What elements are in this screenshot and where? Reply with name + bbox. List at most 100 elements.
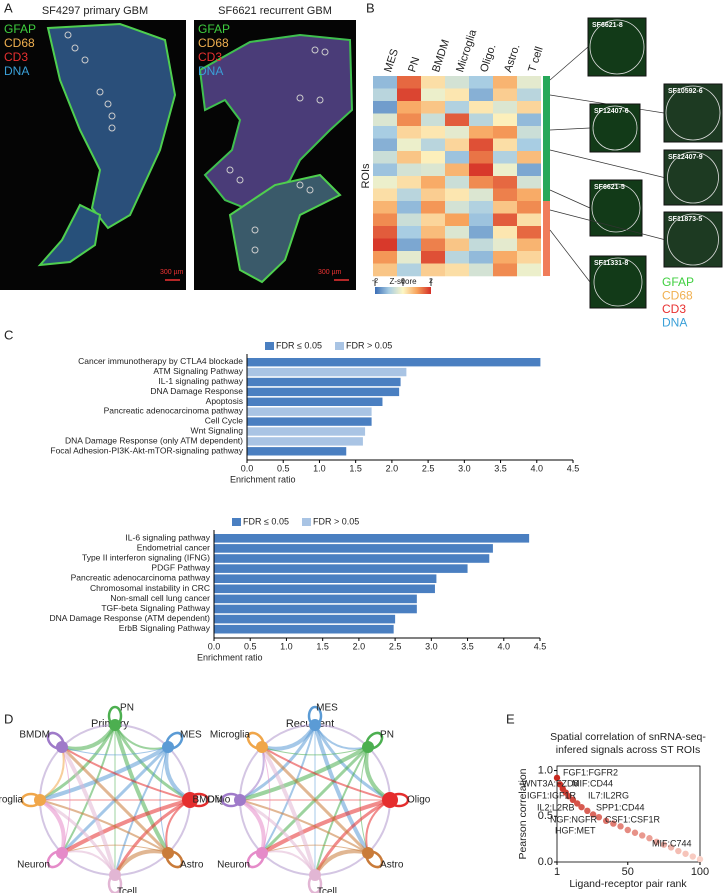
heatmap-cell [517, 201, 541, 214]
legend-swatch [232, 518, 241, 526]
colorbar [375, 287, 431, 294]
annotation: FGF1:FGFR2 [563, 767, 618, 777]
heatmap-cell [373, 188, 397, 202]
heatmap-cell [469, 176, 493, 189]
heatmap-cell [421, 188, 445, 202]
heatmap-cell [373, 163, 397, 177]
point [617, 823, 624, 830]
heatmap-cell [397, 151, 421, 164]
bar [214, 594, 417, 604]
bar [214, 534, 530, 543]
x-tick-label: 0.5 [277, 463, 290, 473]
network-edge [114, 746, 169, 876]
network-edge [314, 746, 369, 876]
inset-label: SF11331-8 [594, 260, 628, 267]
heatmap-cell [469, 88, 493, 102]
category-label: Cancer immunotherapy by CTLA4 blockade [78, 356, 243, 366]
channel-label: GFAP [198, 22, 230, 36]
heatmap-cell [373, 251, 397, 264]
heatmap-cell [445, 213, 469, 227]
x-axis-label: Enrichment ratio [197, 652, 263, 662]
network-node [255, 740, 268, 753]
x-tick-label: 3.5 [461, 641, 474, 651]
network-edge [261, 746, 369, 756]
x-tick-label: 2.0 [353, 641, 366, 651]
point [689, 853, 696, 860]
column-label: PN [406, 56, 422, 74]
bar [247, 447, 347, 456]
network-node [55, 847, 68, 860]
heatmap-cell [517, 151, 541, 164]
heatmap-cell [373, 138, 397, 152]
panel-label: D [4, 711, 13, 726]
heatmap-cell [397, 251, 421, 264]
inset-roi [665, 85, 721, 141]
inset-label: SF12407-9 [668, 154, 703, 161]
heatmap-cell [517, 76, 541, 89]
bar [214, 564, 468, 573]
connector [549, 209, 665, 240]
point [696, 856, 704, 863]
heatmap-cell [493, 263, 517, 277]
heatmap-cell [397, 126, 421, 139]
colorbar-tick-label: 0 [401, 278, 405, 285]
node-label: Oligo [407, 795, 431, 806]
network-edge [260, 798, 391, 855]
heatmap-cell [493, 138, 517, 152]
bar [214, 574, 437, 583]
bar [247, 397, 383, 406]
category-label: ATM Signaling Pathway [153, 366, 243, 376]
node-label: BMDM [19, 730, 50, 741]
heatmap-cell [421, 113, 445, 127]
heatmap-cell [397, 76, 421, 89]
heatmap-cell [445, 251, 469, 264]
heatmap-cell [373, 226, 397, 239]
heatmap-cell [469, 251, 493, 264]
category-label: IL-1 signaling pathway [158, 376, 243, 386]
heatmap-cell [421, 151, 445, 164]
network-node [234, 794, 246, 806]
point [653, 838, 660, 846]
column-label: Microglia [454, 27, 479, 73]
node-label: Neuron [217, 860, 250, 871]
heatmap-cell [469, 113, 493, 127]
heatmap-cell [373, 126, 397, 139]
panel-label: E [506, 711, 515, 726]
heatmap-cell [421, 263, 445, 277]
node-label: Neuron [17, 860, 50, 871]
heatmap-cell [469, 188, 493, 202]
group-bar [543, 201, 550, 276]
node-label: Microglia [210, 730, 250, 741]
channel-label: CD3 [198, 50, 222, 64]
heatmap-cell [421, 251, 445, 264]
network-edge [261, 746, 391, 801]
heatmap-cell [493, 126, 517, 139]
category-label: Cell Cycle [205, 416, 244, 426]
heatmap-cell [397, 213, 421, 227]
heatmap-cell [469, 213, 493, 227]
category-label: Non-small cell lung cancer [110, 593, 210, 603]
point [624, 826, 631, 834]
point [602, 817, 610, 825]
heatmap-cell [397, 176, 421, 189]
bar [247, 377, 401, 387]
point [589, 811, 597, 818]
column-label: Oligo. [478, 43, 498, 74]
connector [549, 149, 665, 178]
heatmap-cell [445, 76, 469, 89]
column-label: MES [382, 47, 401, 73]
network-edge [261, 724, 316, 854]
network-node [255, 847, 268, 860]
bar [214, 554, 490, 563]
legend-swatch [335, 342, 344, 350]
bar [247, 367, 407, 377]
network-node [109, 869, 121, 881]
roi-markers [64, 31, 329, 254]
heatmap-cell [397, 263, 421, 277]
heatmap-cell [373, 113, 397, 127]
category-label: Chromosomal instability in CRC [90, 583, 210, 593]
network-edge [164, 746, 192, 802]
x-tick-label: 3.5 [494, 463, 507, 473]
bar [247, 358, 541, 367]
network-node [362, 847, 375, 860]
